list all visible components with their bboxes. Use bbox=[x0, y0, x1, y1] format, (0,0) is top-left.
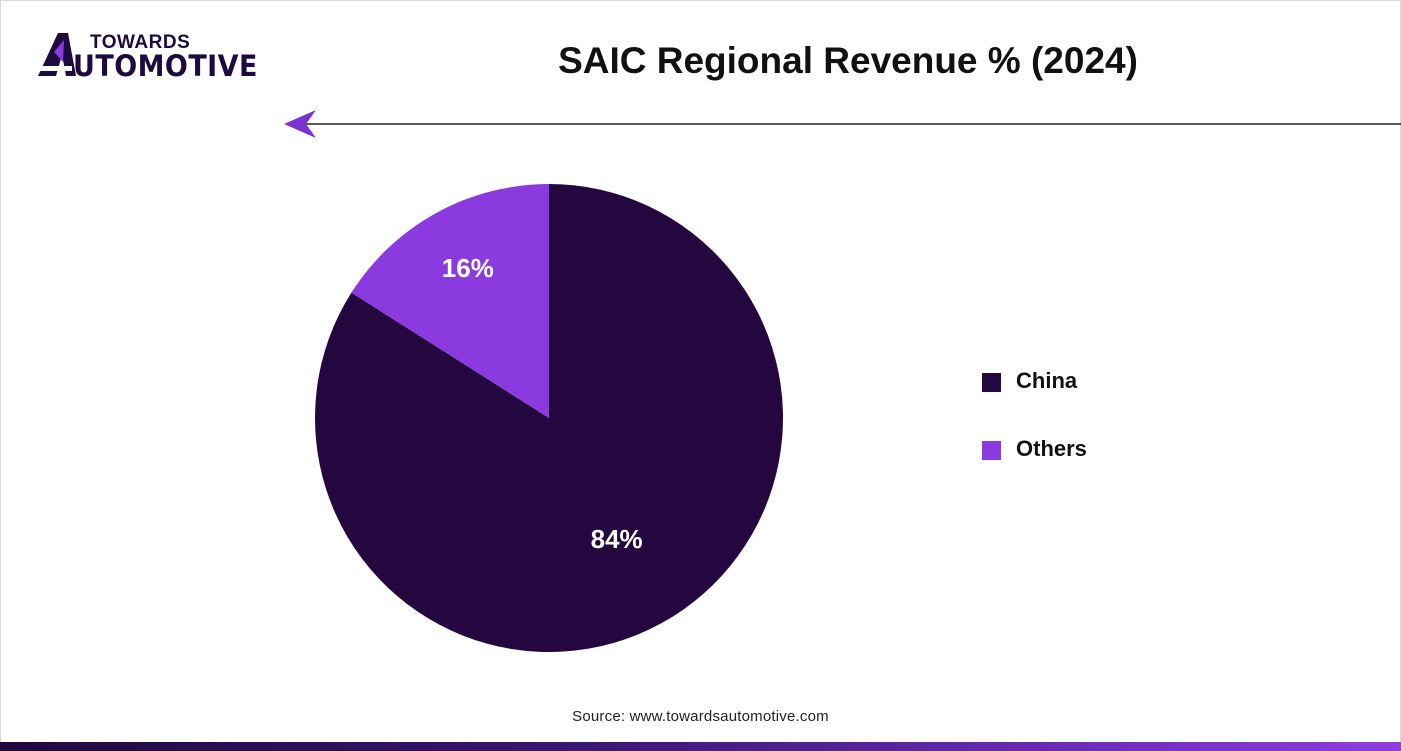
brand-line2: UTOMOTIVE bbox=[73, 49, 258, 83]
pie-slice-others bbox=[351, 184, 549, 418]
a-logo-mark-icon bbox=[38, 33, 76, 76]
arrow-left-icon bbox=[284, 110, 316, 138]
data-label-others: 16% bbox=[442, 253, 494, 283]
data-label-china: 84% bbox=[591, 524, 643, 554]
bottom-accent-bar bbox=[0, 742, 1401, 751]
pie-labels: 84% 16% bbox=[442, 253, 643, 554]
legend-swatch-china bbox=[982, 373, 1001, 392]
brand-logo: TOWARDS UTOMOTIVE bbox=[36, 30, 286, 86]
pie-slices bbox=[315, 184, 783, 652]
chart-title: SAIC Regional Revenue % (2024) bbox=[558, 40, 1138, 81]
legend-label-others: Others bbox=[1016, 436, 1087, 461]
source-note: Source: www.towardsautomotive.com bbox=[572, 708, 829, 725]
brand-line1: TOWARDS bbox=[90, 32, 191, 53]
divider-arrow bbox=[284, 110, 1401, 138]
legend-label-china: China bbox=[1016, 368, 1078, 393]
legend-swatch-others bbox=[982, 441, 1001, 460]
